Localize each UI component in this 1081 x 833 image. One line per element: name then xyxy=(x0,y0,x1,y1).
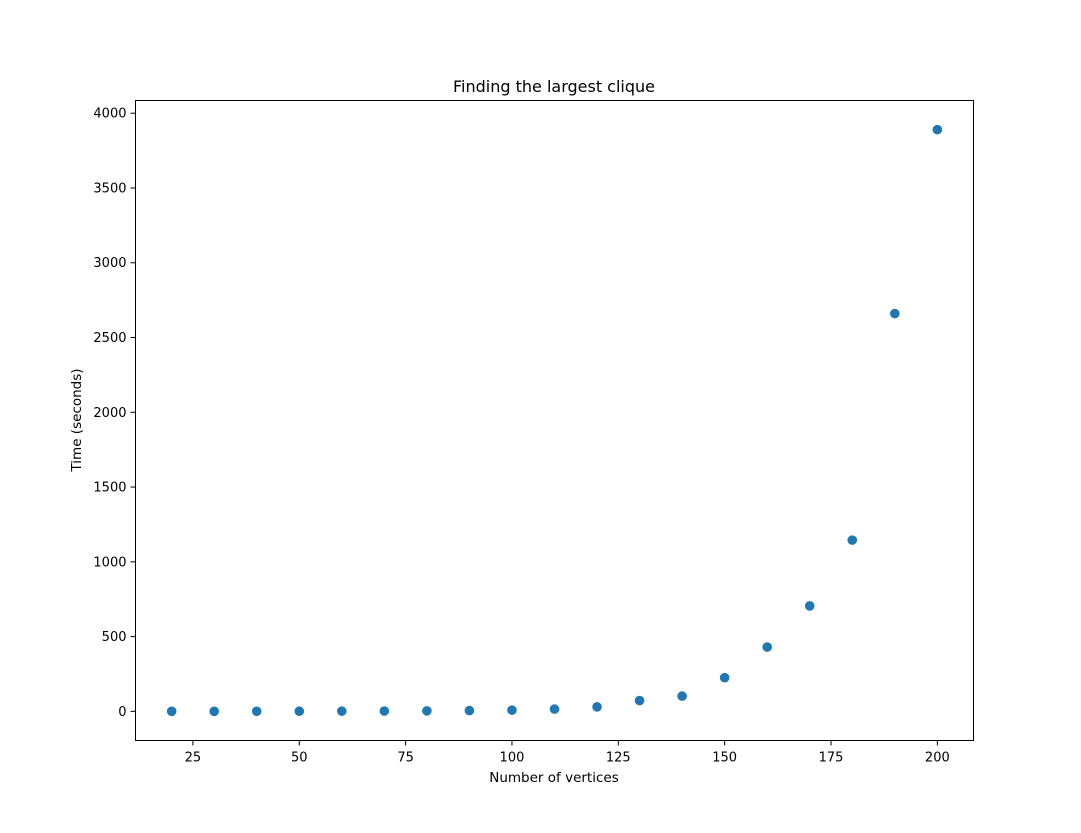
data-point xyxy=(379,706,390,716)
data-point xyxy=(507,705,517,715)
x-tick-label: 25 xyxy=(185,751,202,766)
x-tick-label: 150 xyxy=(712,751,737,766)
data-point xyxy=(677,691,687,701)
data-point xyxy=(464,705,475,716)
data-point xyxy=(592,702,602,712)
data-point xyxy=(294,706,305,717)
x-tick-label: 175 xyxy=(819,751,844,766)
x-tick-label: 50 xyxy=(291,751,308,766)
data-point xyxy=(890,308,900,319)
x-tick-label: 75 xyxy=(397,751,414,766)
y-axis: 0 500 1000 1500 2000 2500 3000 3500 4000 xyxy=(93,107,136,720)
x-axis-label: Number of vertices xyxy=(489,770,618,786)
data-point xyxy=(804,601,815,611)
y-tick-label: 2000 xyxy=(93,406,126,421)
data-point xyxy=(762,642,772,652)
y-axis-label: Time (seconds) xyxy=(69,368,85,472)
data-point xyxy=(209,706,219,717)
y-tick-label: 2500 xyxy=(93,331,126,346)
data-point xyxy=(719,672,730,683)
chart-title: Finding the largest clique xyxy=(453,77,655,96)
data-point xyxy=(337,706,347,716)
x-axis: 25 50 75 100 125 150 175 200 xyxy=(185,740,950,766)
y-tick-label: 4000 xyxy=(93,107,126,122)
data-point xyxy=(166,706,177,717)
data-point xyxy=(847,535,858,545)
y-tick-label: 3500 xyxy=(93,181,126,196)
y-tick-label: 500 xyxy=(102,630,127,645)
x-tick-label: 100 xyxy=(500,751,525,766)
data-point xyxy=(251,706,262,717)
y-tick-label: 3000 xyxy=(93,256,126,271)
y-tick-label: 0 xyxy=(118,705,126,720)
x-tick-label: 200 xyxy=(925,751,950,766)
data-points xyxy=(166,124,943,717)
data-point xyxy=(932,124,943,135)
data-point xyxy=(422,706,432,716)
plot-area-frame xyxy=(135,100,974,741)
y-tick-label: 1500 xyxy=(93,481,126,496)
y-tick-label: 1000 xyxy=(93,555,126,570)
data-point xyxy=(634,695,645,706)
data-point xyxy=(549,704,560,714)
x-tick-label: 125 xyxy=(606,751,631,766)
